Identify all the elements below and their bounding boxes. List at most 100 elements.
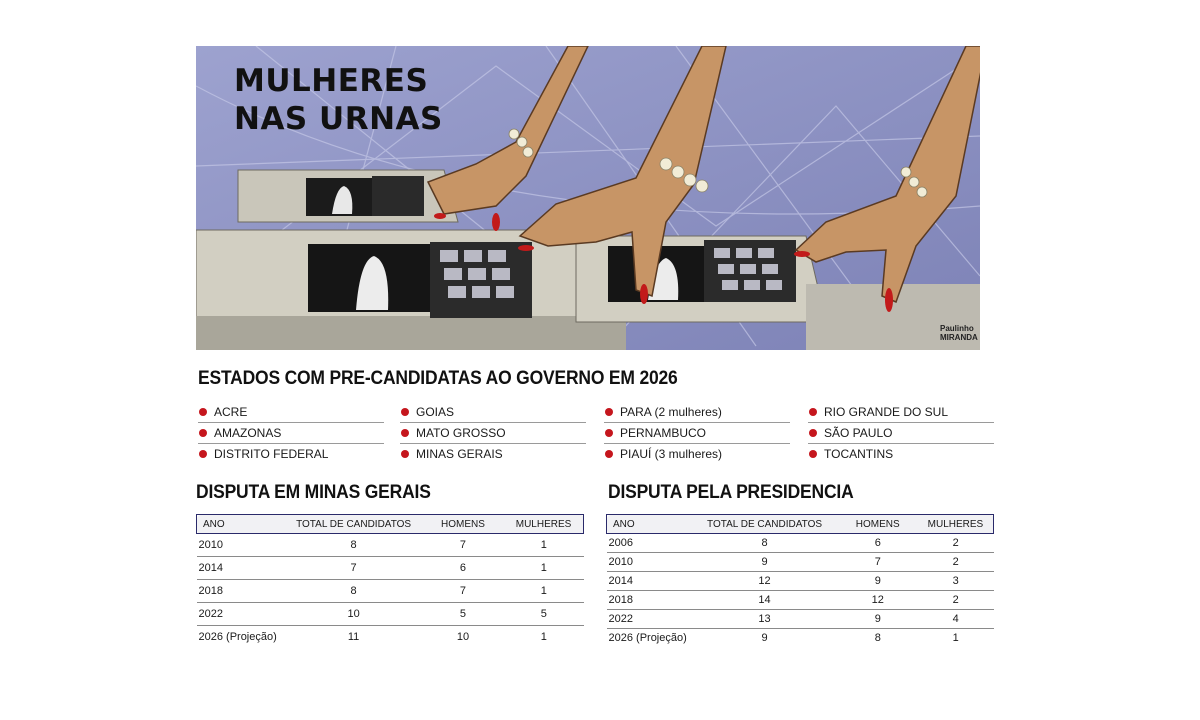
cell-women: 1 (540, 631, 547, 643)
table-row: 2010 8 7 1 (196, 533, 584, 557)
credit-line-2: MIRANDA (940, 333, 978, 342)
cell-total: 9 (761, 632, 768, 644)
state-item: SÃO PAULO (808, 423, 994, 444)
table-row: 2014 7 6 1 (196, 556, 584, 580)
minas-section-title: DISPUTA EM MINAS GERAIS (196, 482, 431, 503)
table-row: 2018 8 7 1 (196, 579, 584, 603)
states-column-1: ACRE AMAZONAS DISTRITO FEDERAL (198, 402, 384, 464)
col-header-mulheres: MULHERES (504, 514, 585, 534)
cell-men: 7 (421, 533, 505, 557)
cell-year: 2006 (606, 533, 692, 553)
states-column-3: PARA (2 mulheres) PERNAMBUCO PIAUÍ (3 mu… (604, 402, 790, 464)
state-item: PARA (2 mulheres) (604, 402, 790, 423)
voting-machine-back (237, 169, 459, 223)
state-label: GOIAS (416, 405, 455, 419)
bullet-icon (605, 429, 613, 437)
cell-women: 4 (917, 609, 994, 629)
voting-machine-left (196, 229, 626, 350)
states-list: ACRE AMAZONAS DISTRITO FEDERAL GOIAS MAT… (198, 402, 998, 466)
voting-machines-illustration (196, 46, 980, 350)
table-row: 2022 13 9 4 (606, 609, 994, 629)
cell-women: 1 (952, 632, 959, 644)
state-label: SÃO PAULO (824, 426, 893, 440)
table-row: 2018 14 12 2 (606, 590, 994, 610)
bullet-icon (199, 408, 207, 416)
cell-year: 2018 (606, 590, 692, 610)
cell-year: 2026 (Projeção) (608, 632, 687, 644)
table-row: 2026 (Projeção) 9 8 1 (607, 629, 994, 648)
minas-gerais-table: ANO TOTAL DE CANDIDATOS HOMENS MULHERES … (196, 514, 585, 649)
cell-total: 7 (285, 556, 422, 580)
hero-illustration (196, 46, 980, 350)
table-row: 2006 8 6 2 (606, 533, 994, 553)
headline-line-2: NAS URNAS (234, 101, 443, 137)
presidencia-table: ANO TOTAL DE CANDIDATOS HOMENS MULHERES … (606, 514, 994, 647)
cell-women: 2 (917, 533, 994, 553)
table-header-row: ANO TOTAL DE CANDIDATOS HOMENS MULHERES (606, 514, 994, 534)
col-header-total: TOTAL DE CANDIDATOS (691, 514, 838, 534)
bullet-icon (401, 408, 409, 416)
cell-men: 7 (421, 579, 505, 603)
red-nails (434, 213, 893, 312)
pearl-bracelets (508, 128, 928, 198)
states-column-4: RIO GRANDE DO SUL SÃO PAULO TOCANTINS (808, 402, 994, 464)
cell-men: 6 (837, 533, 918, 553)
illustrator-credit: Paulinho MIRANDA (940, 324, 978, 342)
bullet-icon (809, 450, 817, 458)
table-row: 2022 10 5 5 (196, 602, 584, 626)
state-label: MINAS GERAIS (416, 447, 503, 461)
presidencia-section-title: DISPUTA PELA PRESIDENCIA (608, 482, 854, 503)
cell-year: 2026 (Projeção) (198, 631, 277, 643)
state-label: PERNAMBUCO (620, 426, 707, 440)
cell-women: 1 (504, 533, 584, 557)
cell-total: 14 (691, 590, 838, 610)
cell-year: 2018 (196, 579, 286, 603)
cell-men: 9 (837, 571, 918, 591)
state-label: ACRE (214, 405, 248, 419)
state-item: PERNAMBUCO (604, 423, 790, 444)
state-item: MINAS GERAIS (400, 444, 586, 464)
col-header-ano: ANO (606, 514, 692, 534)
cell-total: 13 (691, 609, 838, 629)
state-item: ACRE (198, 402, 384, 423)
cell-women: 3 (917, 571, 994, 591)
bullet-icon (199, 429, 207, 437)
state-item: PIAUÍ (3 mulheres) (604, 444, 790, 464)
cell-men: 6 (421, 556, 505, 580)
cell-year: 2014 (196, 556, 286, 580)
bullet-icon (605, 408, 613, 416)
cell-women: 1 (504, 556, 584, 580)
cell-total: 10 (285, 602, 422, 626)
state-item: MATO GROSSO (400, 423, 586, 444)
voting-hands (426, 46, 980, 304)
cell-men: 12 (837, 590, 918, 610)
bullet-icon (809, 429, 817, 437)
cell-total: 8 (285, 579, 422, 603)
cell-women: 2 (917, 552, 994, 572)
cell-women: 5 (504, 602, 584, 626)
cell-year: 2010 (196, 533, 286, 557)
states-section-title: ESTADOS COM PRE-CANDIDATAS AO GOVERNO EM… (198, 368, 678, 389)
state-item: GOIAS (400, 402, 586, 423)
cell-men: 9 (837, 609, 918, 629)
col-header-homens: HOMENS (421, 514, 505, 534)
bullet-icon (809, 408, 817, 416)
state-label: PIAUÍ (3 mulheres) (620, 447, 723, 461)
cell-total: 8 (285, 533, 422, 557)
col-header-total: TOTAL DE CANDIDATOS (285, 514, 422, 534)
cell-women: 1 (504, 579, 584, 603)
cell-men: 7 (837, 552, 918, 572)
col-header-mulheres: MULHERES (917, 514, 994, 534)
col-header-homens: HOMENS (837, 514, 918, 534)
bullet-icon (199, 450, 207, 458)
state-item: DISTRITO FEDERAL (198, 444, 384, 464)
bullet-icon (401, 450, 409, 458)
credit-line-1: Paulinho (940, 324, 974, 333)
table-row: 2026 (Projeção) 11 10 1 (197, 626, 584, 649)
cell-year: 2022 (196, 602, 286, 626)
state-label: TOCANTINS (824, 447, 894, 461)
state-item: AMAZONAS (198, 423, 384, 444)
voting-machine-right (575, 235, 980, 350)
state-item: RIO GRANDE DO SUL (808, 402, 994, 423)
headline: MULHERES NAS URNAS (234, 62, 443, 138)
